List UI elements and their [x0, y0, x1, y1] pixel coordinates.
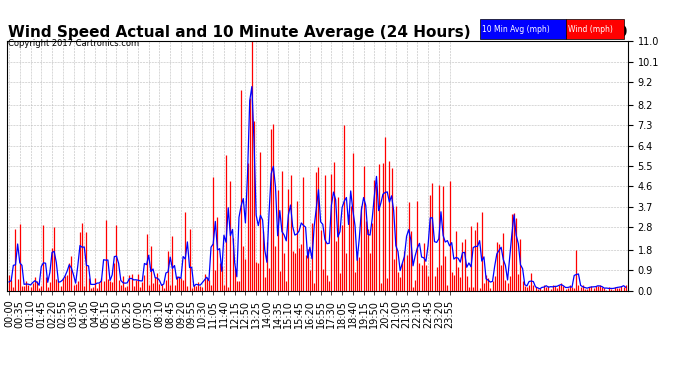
Text: 10 Min Avg (mph): 10 Min Avg (mph) [482, 25, 549, 34]
Title: Wind Speed Actual and 10 Minute Average (24 Hours)  (New)  20170219: Wind Speed Actual and 10 Minute Average … [8, 25, 627, 40]
Text: Copyright 2017 Cartronics.com: Copyright 2017 Cartronics.com [8, 39, 139, 48]
Text: Wind (mph): Wind (mph) [568, 25, 613, 34]
